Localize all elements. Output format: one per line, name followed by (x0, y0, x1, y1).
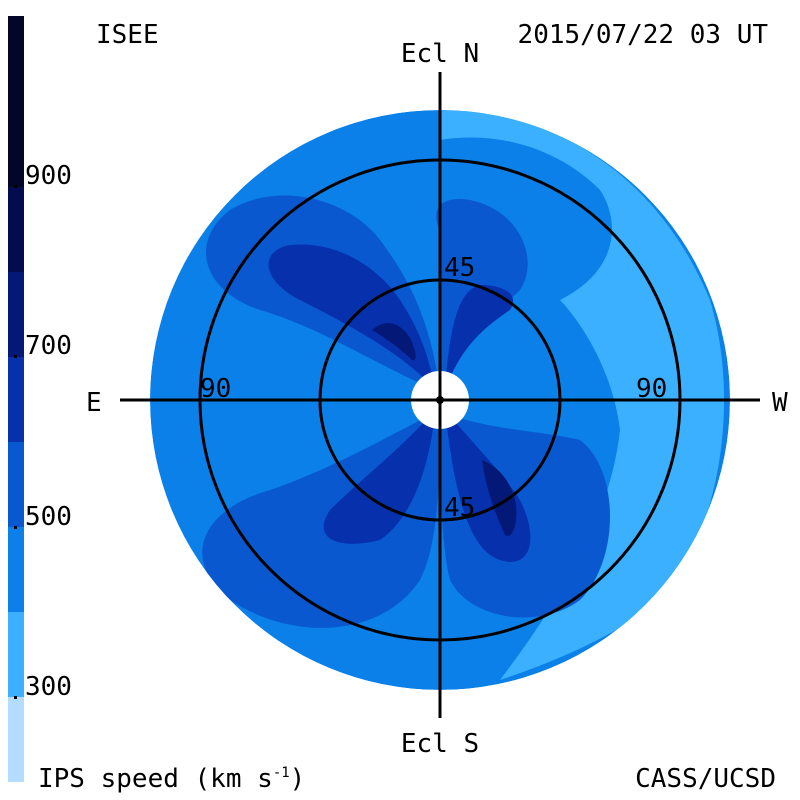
ring-label-west-90: 90 (636, 374, 667, 404)
colorbar-tick (14, 355, 17, 359)
colorbar-tick (14, 695, 17, 699)
colorbar-tick-label: 700 (25, 331, 72, 362)
region-north-lobe-peak (372, 323, 416, 361)
colorbar-tick (14, 525, 17, 529)
colorbar-label-tail: ) (289, 764, 306, 794)
colorbar-label-sup: -1 (272, 765, 290, 781)
colorbar-tick-label: 500 (25, 501, 72, 532)
chart-title-right: 2015/07/22 03 UT (517, 20, 768, 50)
colorbar-segment (8, 186, 24, 272)
colorbar-segment (8, 611, 24, 698)
colorbar-segment (8, 526, 24, 613)
region-south-lobe-peak (482, 460, 517, 536)
colorbar-segment (8, 16, 24, 102)
axis-label-west: W (772, 388, 788, 418)
colorbar-segment (8, 101, 24, 187)
region-southeast-lobe (202, 410, 610, 628)
colorbar-tick-label: 900 (25, 161, 72, 192)
region-north-lobe-core (268, 244, 514, 390)
colorbar-segment (8, 271, 24, 357)
credit-label: CASS/UCSD (635, 764, 776, 794)
ring-label-east-90: 90 (200, 374, 231, 404)
colorbar: 900 700 500 300 (8, 16, 72, 783)
colorbar-segment (8, 356, 24, 443)
axes: Ecl N Ecl S E W 45 45 90 90 (86, 39, 788, 759)
axis-label-south: Ecl S (401, 729, 479, 759)
chart-title-left: ISEE (96, 20, 159, 50)
axis-label-north: Ecl N (401, 39, 479, 69)
colorbar-tick (14, 185, 17, 189)
colorbar-label: IPS speed (km s-1) (38, 766, 305, 792)
region-outer-edge-west (440, 110, 725, 680)
ring-label-north-45: 45 (444, 253, 475, 283)
sun-center-dot (436, 396, 444, 404)
colorbar-tick-label: 300 (25, 671, 72, 702)
ring-label-south-45: 45 (444, 493, 475, 523)
axis-label-east: E (86, 388, 102, 418)
colorbar-segment (8, 696, 24, 783)
colorbar-segment (8, 441, 24, 528)
region-south-lobe-core (323, 410, 531, 562)
colorbar-label-text: IPS speed (km s (38, 764, 273, 794)
